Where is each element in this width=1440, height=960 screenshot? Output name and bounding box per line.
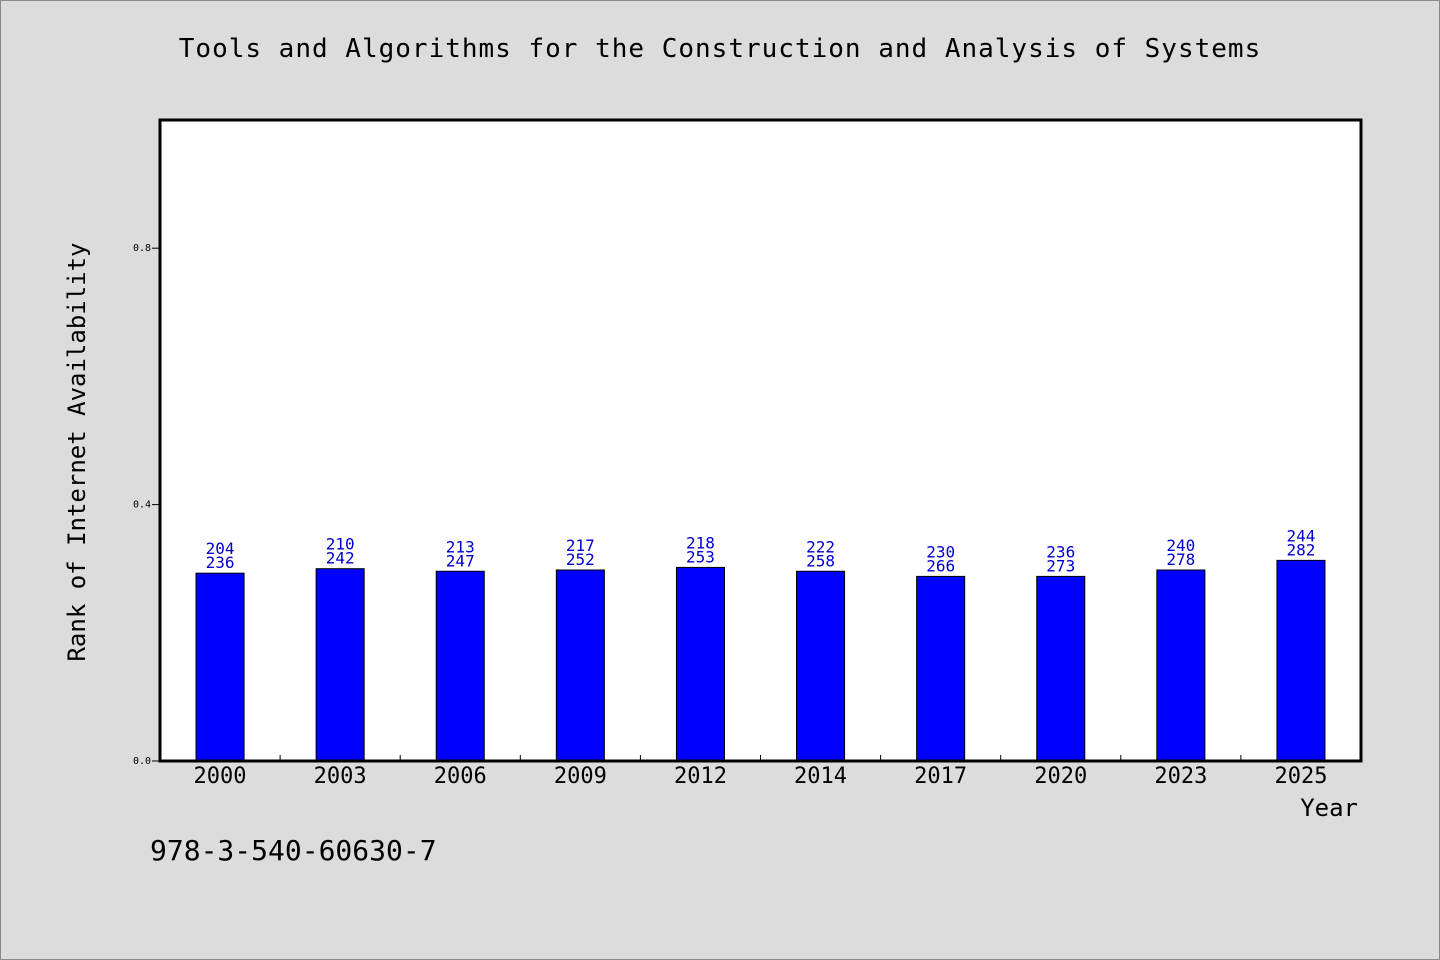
bar-label-top: 218 [686,533,715,552]
bar-label-bottom: 282 [1286,540,1315,559]
bar [675,566,725,762]
bar-label-bottom: 236 [206,553,235,572]
y-axis-label: Rank of Internet Availability [63,242,91,661]
bar-label-bottom: 273 [1046,556,1075,575]
chart-title: Tools and Algorithms for the Constructio… [178,34,1262,64]
bar [315,568,365,762]
bar-label-top: 217 [566,536,595,555]
x-tick-label: 2009 [554,764,607,789]
isbn-code: 978-3-540-60630-7 [150,834,437,867]
y-tick-label: 0.4 [133,500,151,511]
bar [1156,569,1206,762]
bar [796,570,846,762]
bar-label-top: 222 [806,537,835,556]
bar-label-bottom: 266 [926,556,955,575]
x-tick-label: 2003 [314,764,367,789]
x-tick-label: 2017 [914,764,967,789]
x-tick-label: 2023 [1154,764,1207,789]
x-axis-label: Year [1300,794,1358,822]
y-tick-label: 0.8 [133,243,151,254]
bar-label-bottom: 278 [1166,550,1195,569]
bar-label-top: 236 [1046,542,1075,561]
bar-label-bottom: 258 [806,551,835,570]
bar-label-bottom: 252 [566,550,595,569]
y-axis-ticks: 0.0 0.4 0.8 [133,243,160,767]
bar-label-top: 204 [206,539,235,558]
bar [916,575,966,762]
bar-label-bottom: 247 [446,551,475,570]
x-tick-label: 2012 [674,764,727,789]
bar [555,569,605,762]
bar [195,572,245,762]
y-tick-label: 0.0 [133,756,151,767]
bars-layer [195,559,1326,762]
x-tick-label: 2020 [1034,764,1087,789]
bar-label-top: 213 [446,537,475,556]
x-tick-label: 2025 [1274,764,1327,789]
x-tick-label: 2014 [794,764,847,789]
bar [435,570,485,762]
x-tick-label: 2006 [434,764,487,789]
bar-label-top: 240 [1166,536,1195,555]
x-axis-ticks: 2000 2003 2006 2009 2012 2014 2017 2020 2023 2025 [194,755,1327,789]
bar-label-top: 210 [326,535,355,554]
bar-label-bottom: 253 [686,547,715,566]
bar-label-bottom: 242 [326,549,355,568]
x-tick-label: 2000 [194,764,247,789]
bar [1036,575,1086,762]
bar-label-top: 230 [926,542,955,561]
plot-border [158,118,1363,763]
bar-label-top: 244 [1286,526,1315,545]
bar [1276,559,1326,762]
